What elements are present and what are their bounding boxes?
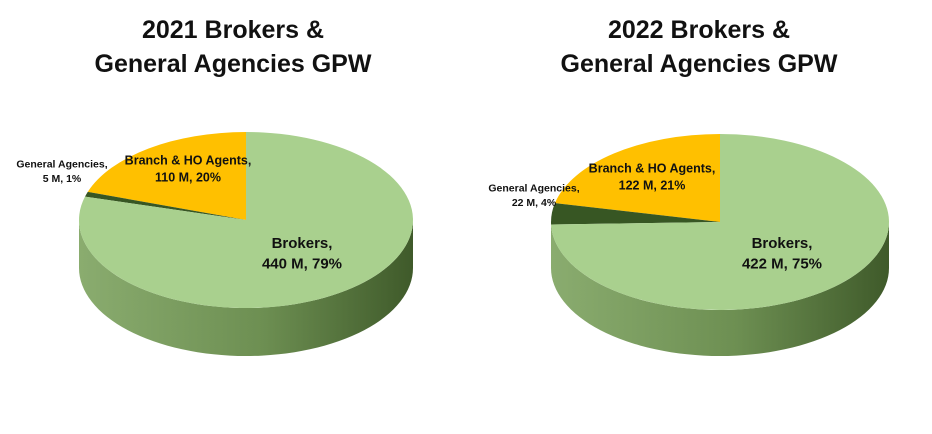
chart-2022: 2022 Brokers & General Agencies GPW Brok… bbox=[466, 0, 932, 434]
pie-chart-2021: Brokers, 440 M, 79% General Agencies, 5 M, … bbox=[16, 132, 413, 356]
pie-chart-2022: Brokers, 422 M, 75% General Agencies, 22 M,… bbox=[488, 134, 890, 356]
slice-label-value: 440 M, 79% bbox=[262, 255, 342, 272]
pie-side-wall bbox=[551, 222, 889, 356]
slice-label-value: 422 M, 75% bbox=[742, 255, 822, 272]
slice-data-label: Branch & HO Agents, 122 M, 21% bbox=[589, 162, 716, 193]
pie-slice-brokers bbox=[551, 134, 890, 311]
slice-label-name: Branch & HO Agents, bbox=[125, 154, 252, 168]
pie-slice-branch-ho-agents bbox=[554, 134, 720, 222]
pie-slice-brokers bbox=[78, 132, 413, 308]
slice-label-name: General Agencies, bbox=[488, 183, 579, 195]
chart-title-line2: General Agencies GPW bbox=[560, 50, 838, 78]
slice-label-value: 110 M, 20% bbox=[155, 170, 221, 184]
slice-label-name: Branch & HO Agents, bbox=[589, 162, 716, 176]
slice-label-name: Brokers, bbox=[752, 235, 813, 252]
slice-label-value: 122 M, 21% bbox=[619, 178, 686, 192]
chart-title-line1: 2022 Brokers & bbox=[607, 16, 791, 44]
slice-label-value: 22 M, 4% bbox=[512, 197, 557, 209]
slice-label-value: 5 M, 1% bbox=[43, 173, 82, 185]
pie-slice-general-agencies bbox=[551, 203, 720, 225]
slice-label-name: Brokers, bbox=[272, 235, 333, 252]
chart-title-line2: General Agencies GPW bbox=[94, 50, 372, 78]
slice-data-label: General Agencies, 22 M, 4% bbox=[488, 183, 579, 209]
pie-slice-general-agencies bbox=[85, 191, 246, 220]
slice-data-label: Brokers, 440 M, 79% bbox=[262, 235, 342, 272]
slice-label-name: General Agencies, bbox=[16, 159, 107, 171]
chart-title-line1: 2021 Brokers & bbox=[141, 16, 325, 44]
pie-side-wall bbox=[79, 220, 413, 356]
chart-2021: 2021 Brokers & General Agencies GPW Brok… bbox=[16, 16, 413, 356]
slice-data-label: General Agencies, 5 M, 1% bbox=[16, 159, 107, 185]
slice-data-label: Branch & HO Agents, 110 M, 20% bbox=[125, 154, 252, 185]
slice-data-label: Brokers, 422 M, 75% bbox=[742, 235, 822, 272]
pie-slice-branch-ho-agents bbox=[87, 132, 247, 220]
